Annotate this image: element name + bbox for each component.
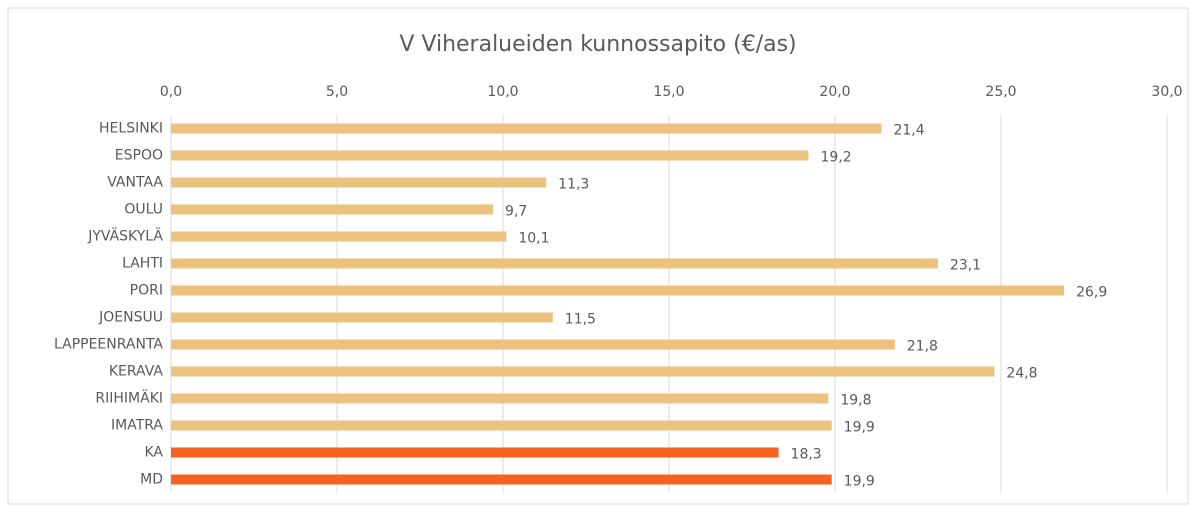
y-tick-label: PORI	[130, 283, 163, 299]
data-label: 19,8	[840, 393, 871, 409]
data-label: 21,8	[907, 339, 938, 355]
x-tick-label: 25,0	[985, 84, 1016, 100]
x-tick-label: 15,0	[653, 84, 684, 100]
bar	[171, 420, 832, 431]
x-tick-label: 0,0	[160, 84, 182, 100]
y-tick-label: ESPOO	[115, 148, 163, 164]
data-label: 19,9	[844, 420, 875, 436]
bar	[171, 447, 779, 458]
bar	[171, 366, 995, 377]
y-tick-label: JOENSUU	[98, 310, 163, 326]
bar	[171, 258, 938, 269]
y-tick-label: MD	[140, 472, 163, 488]
y-tick-label: LAHTI	[122, 256, 163, 272]
y-tick-label: KERAVA	[109, 364, 164, 380]
data-label: 26,9	[1076, 285, 1107, 301]
bar	[171, 123, 882, 134]
bar	[171, 474, 832, 485]
data-label: 9,7	[505, 204, 527, 220]
bar	[171, 177, 547, 188]
bar	[171, 204, 494, 215]
y-tick-label: HELSINKI	[99, 121, 163, 137]
y-tick-label: JYVÄSKYLÄ	[87, 227, 163, 245]
y-tick-label: OULU	[124, 202, 163, 218]
data-label: 18,3	[791, 447, 822, 463]
data-label: 23,1	[950, 258, 981, 274]
y-tick-label: KA	[144, 445, 163, 461]
y-tick-label: RIIHIMÄKI	[95, 389, 163, 407]
data-label: 11,5	[565, 312, 596, 328]
x-tick-label: 5,0	[326, 84, 348, 100]
bar	[171, 231, 507, 242]
bar	[171, 339, 895, 350]
data-label: 19,2	[820, 150, 851, 166]
x-tick-label: 10,0	[487, 84, 518, 100]
data-label: 24,8	[1006, 366, 1037, 382]
chart-title: V Viheralueiden kunnossapito (€/as)	[399, 32, 796, 57]
bar	[171, 150, 809, 161]
x-tick-label: 30,0	[1151, 84, 1182, 100]
y-tick-label: LAPPEENRANTA	[54, 337, 163, 353]
x-tick-label: 20,0	[819, 84, 850, 100]
data-label: 21,4	[893, 123, 924, 139]
bar	[171, 312, 553, 323]
bar	[171, 285, 1065, 296]
bar	[171, 393, 829, 404]
data-label: 19,9	[844, 474, 875, 490]
data-label: 10,1	[518, 231, 549, 247]
data-label: 11,3	[558, 177, 589, 193]
y-tick-label: VANTAA	[107, 175, 163, 191]
y-tick-label: IMATRA	[111, 418, 163, 434]
